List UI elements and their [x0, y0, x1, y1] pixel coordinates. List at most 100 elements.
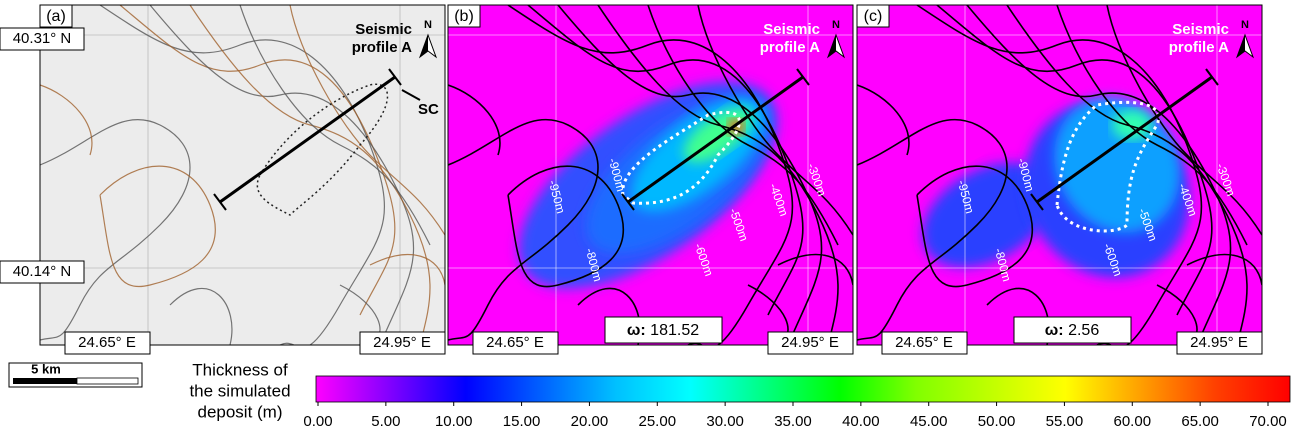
colorbar-tick-label: 10.00	[435, 413, 473, 430]
panel-label-box	[447, 4, 481, 28]
contour	[916, 165, 1034, 288]
lon-label: 24.95° E	[1190, 334, 1248, 351]
contour	[507, 165, 625, 288]
north-arrow-half	[1237, 35, 1245, 57]
panel-label: (b)	[454, 8, 474, 25]
contour	[189, 5, 431, 345]
contour	[697, 5, 853, 236]
profile-label: Seismic	[1172, 21, 1229, 38]
contour	[1106, 5, 1262, 236]
profile-line	[219, 75, 396, 204]
lon-label: 24.65° E	[486, 334, 544, 351]
lon-label: 24.95° E	[373, 334, 431, 351]
colorbar-tick-label: 25.00	[639, 413, 677, 430]
omega-box	[604, 316, 723, 344]
colorbar-tick-label: 40.00	[842, 413, 880, 430]
contour	[1186, 253, 1262, 286]
contour	[597, 5, 839, 345]
map-frame	[39, 4, 446, 346]
north-label: N	[424, 19, 432, 31]
colorbar-tick-label: 45.00	[910, 413, 948, 430]
lon-label-box	[359, 331, 446, 355]
map-content	[448, 5, 853, 345]
contour	[448, 118, 599, 341]
contour	[40, 84, 93, 156]
profile-end	[1205, 68, 1219, 86]
omega-value: 2.56	[1068, 322, 1099, 339]
contour	[647, 5, 839, 246]
panel-label-box	[856, 4, 890, 28]
contour	[1006, 5, 1248, 345]
contour	[99, 5, 385, 345]
contour	[239, 5, 431, 246]
map-content	[857, 5, 1262, 345]
north-arrow-half	[828, 35, 836, 57]
contour	[448, 84, 501, 156]
lon-label: 24.95° E	[781, 334, 839, 351]
lon-label-box	[767, 331, 854, 355]
colorbar-tick-label: 55.00	[1046, 413, 1084, 430]
deposit-outline	[621, 110, 741, 205]
colorbar-tick-label: 15.00	[503, 413, 541, 430]
colorbar-tick-label: 50.00	[978, 413, 1016, 430]
deposit-outline	[1055, 100, 1161, 233]
lon-label-box	[472, 331, 559, 355]
scale-white	[76, 377, 139, 385]
scale-label: 5 km	[31, 361, 61, 376]
lat-label-box	[0, 27, 85, 51]
contour	[557, 5, 823, 345]
lat-label-box	[0, 260, 85, 284]
contour	[169, 287, 233, 345]
profile-label: Seismic	[355, 21, 412, 38]
lon-label-box	[1176, 331, 1263, 355]
north-arrow-half	[420, 35, 428, 57]
colorbar-tick-label: 60.00	[1114, 413, 1152, 430]
map-frame	[447, 4, 854, 346]
colorbar-tick-label: 70.00	[1249, 413, 1287, 430]
feature-label: SC	[418, 101, 439, 118]
contour	[99, 165, 216, 288]
panel-label-box	[39, 4, 73, 28]
lon-label: 24.65° E	[78, 334, 136, 351]
colorbar	[315, 375, 1291, 403]
lat-label: 40.14° N	[13, 263, 72, 280]
contour	[857, 118, 1008, 341]
lon-label-box	[64, 331, 151, 355]
scale-black	[13, 378, 77, 384]
profile-end	[213, 193, 227, 211]
map-background	[40, 5, 445, 345]
omega-value: 181.52	[650, 322, 699, 339]
contour	[777, 253, 853, 286]
feature-arrow	[401, 89, 421, 101]
colorbar-title: the simulated	[189, 381, 290, 400]
contour	[149, 5, 415, 345]
contour	[507, 5, 794, 345]
colorbar-title: Thickness of	[192, 360, 288, 379]
omega-label: ω:	[1045, 322, 1064, 339]
profile-end	[796, 68, 810, 86]
contour	[119, 5, 396, 316]
contour	[1056, 5, 1248, 246]
north-label: N	[832, 19, 840, 31]
colorbar-tick-label: 5.00	[371, 413, 400, 430]
profile-end	[388, 68, 402, 86]
profile-label: profile A	[352, 39, 412, 56]
profile-label: profile A	[1169, 39, 1229, 56]
colorbar-tick-label: 35.00	[774, 413, 812, 430]
lon-label-box	[881, 331, 968, 355]
profile-label: profile A	[760, 39, 820, 56]
colorbar-tick-label: 30.00	[706, 413, 744, 430]
panel-label: (a)	[46, 8, 66, 25]
profile-end	[621, 193, 635, 211]
profile-line	[627, 75, 804, 204]
profile-line	[1036, 75, 1213, 204]
contour	[916, 5, 1203, 345]
map-content	[40, 5, 445, 345]
colorbar-title: deposit (m)	[197, 402, 282, 421]
lon-label: 24.65° E	[895, 334, 953, 351]
colorbar-tick-label: 65.00	[1181, 413, 1219, 430]
